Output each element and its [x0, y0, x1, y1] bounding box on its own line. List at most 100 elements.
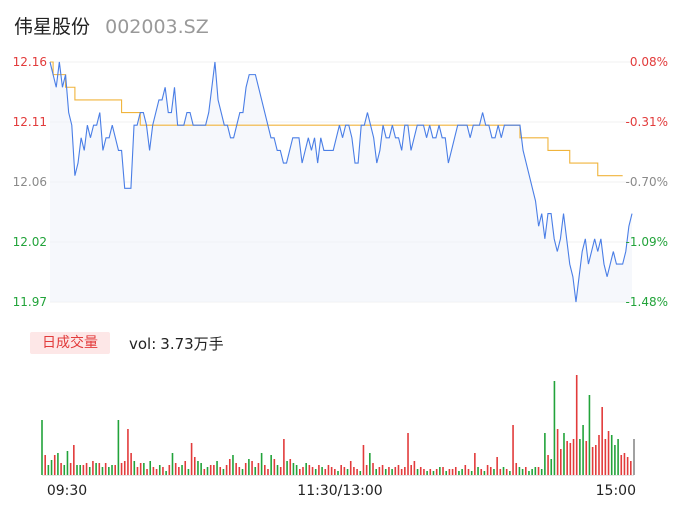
volume-bar — [292, 463, 295, 475]
volume-bar — [270, 455, 272, 475]
volume-bar — [448, 469, 451, 475]
volume-bar — [108, 467, 110, 475]
volume-bar — [178, 467, 180, 475]
volume-bar — [575, 375, 578, 475]
volume-bar — [337, 471, 339, 475]
volume-bar — [203, 469, 206, 475]
volume-bar — [521, 469, 524, 475]
left-price-axis: 12.16 12.11 12.06 12.02 11.97 — [13, 55, 47, 309]
volume-bar — [152, 467, 155, 475]
volume-bar — [120, 463, 123, 475]
volume-bar — [165, 471, 167, 475]
volume-bar — [264, 465, 266, 475]
volume-bar — [228, 459, 231, 475]
volume-bar — [378, 467, 381, 475]
volume-bar — [470, 471, 473, 475]
volume-bar — [73, 445, 75, 475]
volume-bar — [372, 463, 374, 475]
volume-bar — [509, 471, 511, 475]
volume-bar — [76, 465, 78, 475]
volume-bar — [579, 439, 581, 475]
volume-bar — [483, 471, 486, 475]
volume-bar — [439, 467, 441, 475]
volume-bar — [187, 469, 190, 475]
volume-bar — [477, 467, 479, 475]
x-tick-label: 15:00 — [596, 483, 636, 499]
volume-bar — [610, 435, 613, 475]
volume-bar — [544, 433, 546, 475]
volume-bar — [69, 463, 72, 475]
volume-bar — [92, 461, 94, 475]
volume-bar — [591, 447, 594, 475]
volume-bar — [111, 465, 113, 475]
volume-bar — [537, 467, 540, 475]
volume-bar — [556, 429, 559, 475]
volume-bar — [410, 465, 412, 475]
volume-bar — [458, 471, 460, 475]
volume-bar — [168, 465, 171, 475]
volume-bar — [47, 465, 50, 475]
volume-bar — [464, 465, 467, 475]
volume-bar — [200, 463, 202, 475]
x-tick-label: 11:30/13:00 — [297, 483, 382, 499]
volume-bar — [340, 465, 342, 475]
volume-bar — [474, 453, 476, 475]
volume-bar — [349, 461, 352, 475]
volume-bar — [104, 463, 107, 475]
volume-readout: vol: 3.73万手 — [129, 333, 224, 354]
volume-bar — [302, 467, 304, 475]
volume-bar — [423, 469, 425, 475]
volume-bar — [79, 465, 81, 475]
volume-bar — [295, 465, 298, 475]
volume-bar — [384, 469, 387, 475]
y-tick-left: 12.06 — [13, 175, 47, 189]
volume-bar — [604, 439, 607, 475]
volume-bar — [321, 467, 323, 475]
volume-bar — [88, 467, 91, 475]
volume-bar — [630, 461, 632, 475]
volume-bar — [222, 469, 225, 475]
volume-bar — [572, 439, 575, 475]
volume-bar — [620, 455, 623, 475]
volume-bar — [560, 449, 562, 475]
volume-bar — [283, 439, 285, 475]
volume-bar — [149, 461, 152, 475]
volume-bar — [101, 467, 104, 475]
volume-bar — [391, 469, 393, 475]
y-tick-right: -1.48% — [626, 295, 668, 309]
volume-prefix: vol: — [129, 335, 157, 353]
volume-bar — [155, 469, 158, 475]
volume-bar — [626, 457, 629, 475]
volume-bar — [334, 469, 336, 475]
volume-bar — [515, 463, 518, 475]
volume-bar — [133, 461, 136, 475]
volume-bar — [286, 461, 288, 475]
average-price-line — [50, 61, 623, 177]
volume-bar — [531, 469, 533, 475]
stock-name: 伟星股份 — [14, 16, 91, 38]
volume-bar — [617, 439, 619, 475]
volume-bar — [369, 453, 371, 475]
volume-bar — [95, 463, 97, 475]
volume-bar — [614, 445, 616, 475]
volume-bar — [397, 465, 400, 475]
volume-bar — [435, 469, 438, 475]
volume-bar — [254, 467, 257, 475]
volume-bar — [524, 467, 527, 475]
volume-bar — [267, 469, 269, 475]
volume-bar — [114, 465, 116, 475]
volume-bar — [404, 467, 406, 475]
volume-bar — [343, 467, 346, 475]
y-tick-right: -0.70% — [626, 175, 668, 189]
volume-bar — [365, 465, 368, 475]
volume-bar — [197, 461, 199, 475]
price-line — [49, 61, 633, 303]
volume-bar — [588, 395, 591, 475]
volume-bar — [235, 463, 237, 475]
volume-bar — [305, 463, 307, 475]
volume-bar — [566, 441, 568, 475]
volume-bar — [158, 465, 161, 475]
daily-volume-tag[interactable]: 日成交量 — [30, 332, 110, 354]
y-tick-left: 11.97 — [13, 295, 47, 309]
